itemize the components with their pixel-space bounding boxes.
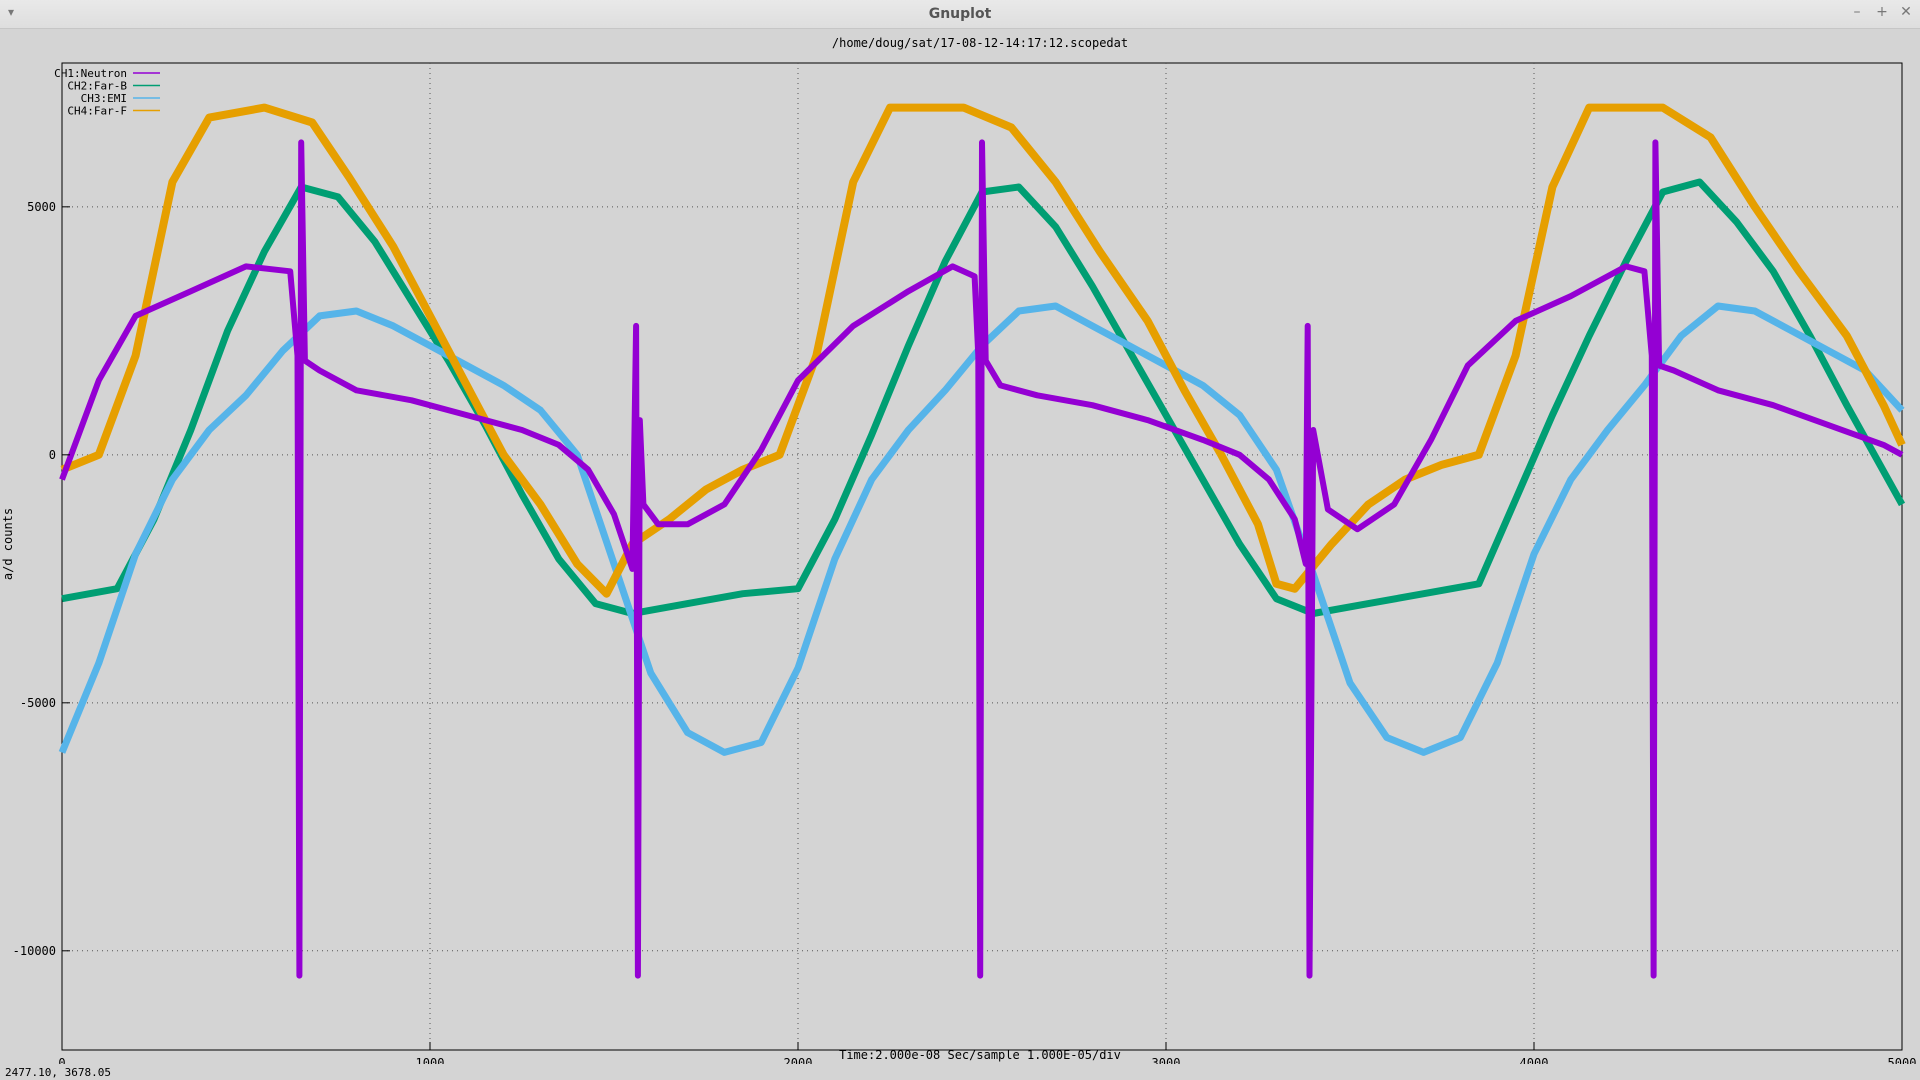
x-tick-label: 4000 <box>1520 1056 1549 1064</box>
y-tick-label: 0 <box>49 448 56 462</box>
x-tick-label: 3000 <box>1152 1056 1181 1064</box>
minimize-button[interactable]: – <box>1853 4 1861 20</box>
axis-ticks: 0 1000 2000 3000 4000 5000 -10000 -5000 0 5000 <box>13 200 1917 1064</box>
y-tick-label: 5000 <box>27 200 56 214</box>
y-axis-label: a/d counts <box>1 508 15 580</box>
legend-label-ch4: CH4:Far-F <box>67 105 127 118</box>
window-titlebar: ▾ Gnuplot – + ✕ <box>0 0 1920 29</box>
plot-frame <box>61 62 1903 1051</box>
window-title: Gnuplot <box>928 6 992 22</box>
y-tick-label: -10000 <box>13 944 56 958</box>
x-tick-label: 1000 <box>416 1056 445 1064</box>
x-axis-label: Time:2.000e-08 Sec/sample 1.000E-05/div <box>839 1048 1121 1062</box>
series-spikes-ch4 <box>61 106 1903 595</box>
x-tick-label: 2000 <box>784 1056 813 1064</box>
mouse-coordinates-readout: 2477.10, 3678.05 <box>5 1066 111 1079</box>
close-button[interactable]: ✕ <box>1900 4 1912 20</box>
window-menu-icon[interactable]: ▾ <box>8 5 15 19</box>
y-tick-label: -5000 <box>20 696 56 710</box>
series-layer <box>58 103 1906 979</box>
plot-canvas[interactable]: 0 1000 2000 3000 4000 5000 -10000 -5000 0 5000 /h… <box>0 28 1920 1064</box>
x-tick-label: 5000 <box>1888 1056 1917 1064</box>
x-tick-label: 0 <box>58 1056 65 1064</box>
legend-label-ch3: CH3:EMI <box>81 92 127 105</box>
legend-label-ch1: CH1:Neutron <box>54 67 127 80</box>
legend-label-ch2: CH2:Far-B <box>67 80 127 93</box>
maximize-button[interactable]: + <box>1876 4 1888 20</box>
series-spikes-ch1 <box>61 142 1903 976</box>
chart-title: /home/doug/sat/17-08-12-14:17:12.scopeda… <box>832 36 1128 50</box>
